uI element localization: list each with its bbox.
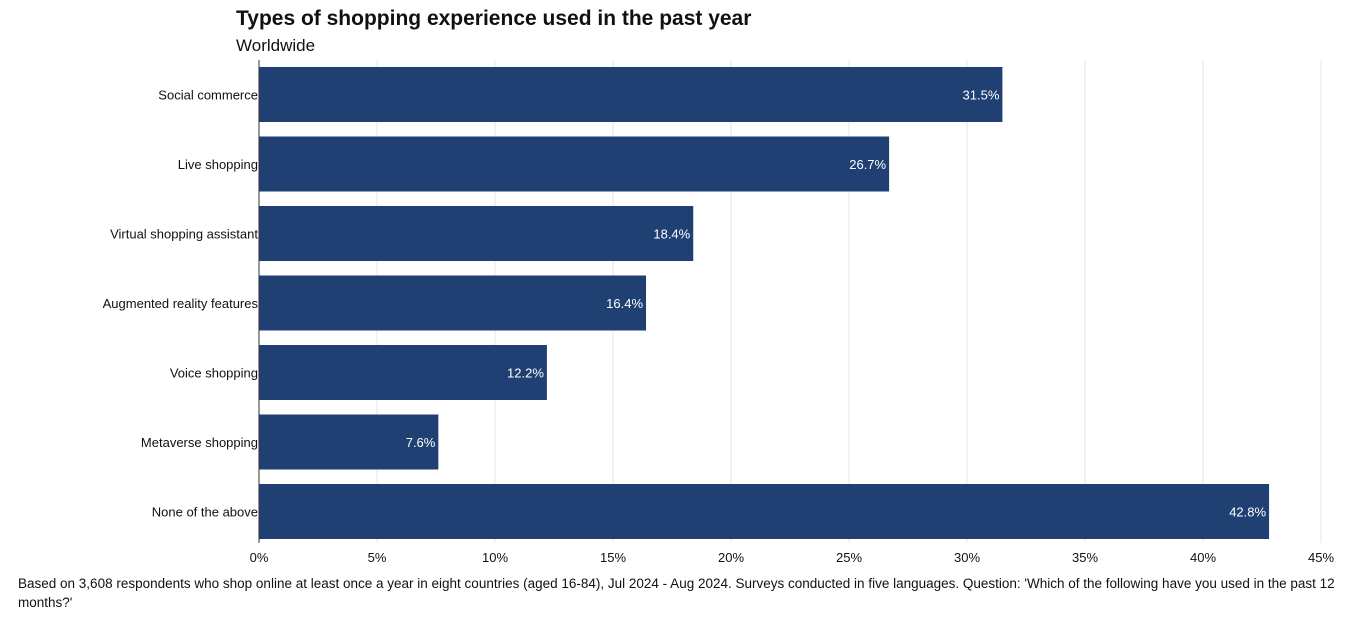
bar bbox=[259, 414, 439, 470]
category-label: None of the above bbox=[152, 505, 258, 520]
x-tick-label: 0% bbox=[250, 550, 269, 565]
footnote: Based on 3,608 respondents who shop onli… bbox=[18, 576, 1335, 610]
bar-value-label: 7.6% bbox=[406, 435, 436, 450]
chart-title: Types of shopping experience used in the… bbox=[236, 7, 752, 30]
bar-value-label: 26.7% bbox=[849, 157, 886, 172]
category-labels: Social commerce Live shopping Virtual shop… bbox=[103, 88, 259, 520]
bar bbox=[259, 206, 694, 261]
bar-value-label: 42.8% bbox=[1229, 505, 1266, 520]
bar-value-label: 16.4% bbox=[606, 296, 643, 311]
x-axis-tick-labels: 0% 5% 10% 15% 20% 25% 30% 35% 40% 45% bbox=[250, 550, 1335, 565]
category-label: Augmented reality features bbox=[103, 296, 259, 311]
value-labels: 31.5% 26.7% 18.4% 16.4% 12.2% 7.6% 42.8% bbox=[406, 88, 1267, 520]
x-tick-label: 40% bbox=[1190, 550, 1216, 565]
category-label: Live shopping bbox=[178, 157, 258, 172]
bar bbox=[259, 136, 890, 192]
bars bbox=[259, 67, 1270, 539]
bar bbox=[259, 484, 1270, 539]
x-tick-label: 30% bbox=[954, 550, 980, 565]
x-tick-label: 20% bbox=[718, 550, 744, 565]
category-label: Virtual shopping assistant bbox=[110, 227, 258, 242]
x-tick-label: 5% bbox=[368, 550, 387, 565]
bar-value-label: 12.2% bbox=[507, 366, 544, 381]
bar bbox=[259, 275, 647, 331]
bar-value-label: 31.5% bbox=[963, 88, 1000, 103]
x-tick-label: 10% bbox=[482, 550, 508, 565]
chart-subtitle: Worldwide bbox=[236, 36, 316, 55]
x-tick-label: 35% bbox=[1072, 550, 1098, 565]
bar-chart: 31.5% 26.7% 18.4% 16.4% 12.2% 7.6% 42.8% Socia… bbox=[103, 60, 1335, 565]
bar bbox=[259, 67, 1003, 122]
x-tick-label: 45% bbox=[1308, 550, 1334, 565]
category-label: Voice shopping bbox=[170, 366, 258, 381]
category-label: Metaverse shopping bbox=[141, 435, 258, 450]
x-tick-label: 15% bbox=[600, 550, 626, 565]
category-label: Social commerce bbox=[158, 88, 258, 103]
bar bbox=[259, 345, 547, 400]
x-tick-label: 25% bbox=[836, 550, 862, 565]
bar-value-label: 18.4% bbox=[653, 227, 690, 242]
